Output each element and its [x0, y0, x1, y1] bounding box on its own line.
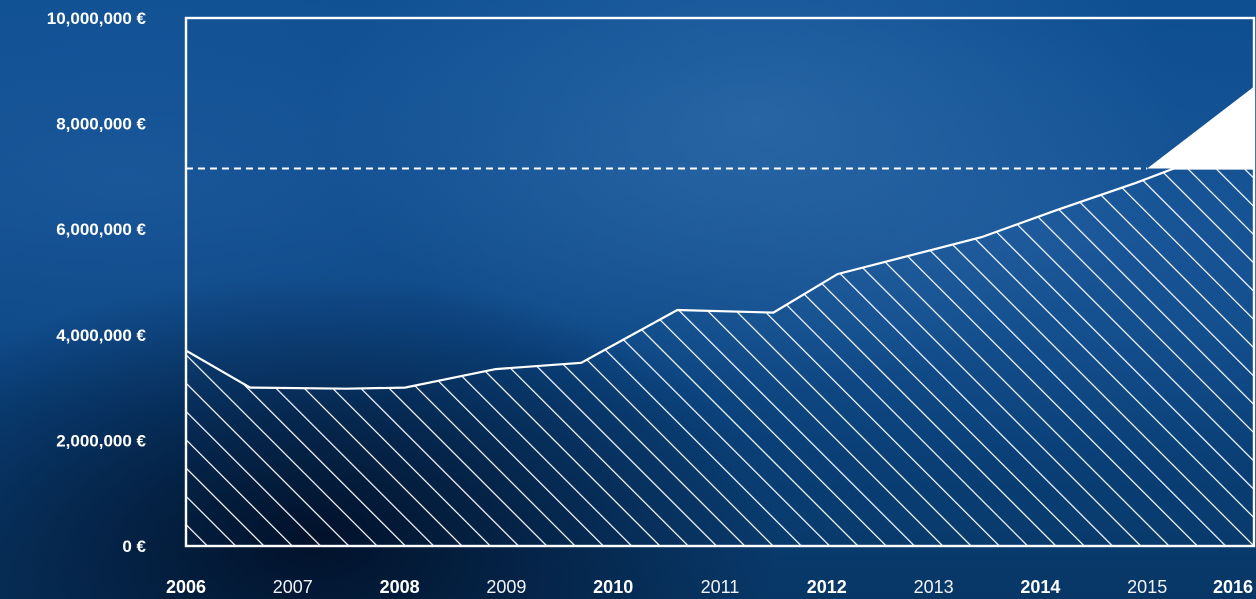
plot-area	[184, 16, 1256, 548]
x-tick-label: 2014	[1020, 577, 1060, 597]
area-series-hatched	[186, 168, 1254, 546]
x-tick-label: 2006	[166, 577, 206, 597]
x-tick-label: 2010	[593, 577, 633, 597]
x-tick-label: 2015	[1127, 577, 1167, 597]
x-tick-label: 2007	[273, 577, 313, 597]
y-tick-label: 8,000,000 €	[56, 115, 146, 134]
y-tick-label: 6,000,000 €	[56, 220, 146, 239]
x-tick-label: 2012	[807, 577, 847, 597]
y-tick-label: 10,000,000 €	[47, 9, 147, 28]
plot-frame	[184, 16, 1256, 548]
y-tick-label: 2,000,000 €	[56, 431, 146, 450]
area-series-solid	[1147, 86, 1254, 169]
x-axis: 2006 2007 2008 2009 2010 2011 2012 2013 2014 2015…	[166, 577, 1253, 597]
y-tick-label: 4,000,000 €	[56, 326, 146, 345]
x-tick-label: 2008	[380, 577, 420, 597]
x-tick-label: 2009	[486, 577, 526, 597]
y-tick-label: 0 €	[122, 537, 146, 556]
x-tick-label: 2013	[914, 577, 954, 597]
area-series-line	[185, 167, 1254, 390]
x-tick-label: 2011	[701, 577, 740, 597]
x-tick-label: 2016	[1213, 577, 1253, 597]
y-axis: 0 € 2,000,000 € 4,000,000 € 6,000,000 € 8,00…	[47, 9, 147, 556]
